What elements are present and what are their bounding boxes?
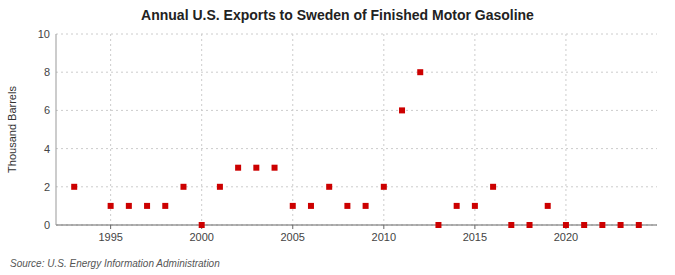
grid-line	[56, 34, 657, 35]
point	[199, 222, 205, 228]
title: Annual U.S. Exports to Sweden of Finishe…	[141, 7, 534, 23]
x-tick	[292, 225, 293, 229]
point	[144, 203, 150, 209]
point	[417, 69, 423, 75]
x-tick-label: 2020	[554, 231, 578, 243]
y-tick-label: 6	[44, 104, 50, 116]
y-tick-label: 8	[44, 66, 50, 78]
source-note: Source: U.S. Energy Information Administ…	[10, 258, 220, 269]
point	[126, 203, 132, 209]
y-tick-label: 0	[44, 219, 50, 231]
grid-line	[56, 72, 657, 73]
point	[399, 107, 405, 113]
point	[290, 203, 296, 209]
grid-line	[383, 34, 384, 225]
point	[363, 203, 369, 209]
y-tick-label: 4	[44, 143, 50, 155]
grid-line	[110, 34, 111, 225]
x-tick-label: 1995	[98, 231, 122, 243]
x-tick-label: 2005	[281, 231, 305, 243]
y-axis-label: Thousand Barrels	[6, 86, 18, 173]
grid-line	[201, 34, 202, 225]
grid-line	[56, 148, 657, 149]
point	[435, 222, 441, 228]
point	[454, 203, 460, 209]
grid-line	[56, 110, 657, 111]
point	[618, 222, 624, 228]
point	[472, 203, 478, 209]
point	[162, 203, 168, 209]
grid	[56, 34, 657, 225]
grid-line	[565, 34, 566, 225]
points	[71, 69, 642, 228]
point	[636, 222, 642, 228]
point	[563, 222, 569, 228]
x-tick-label: 2010	[372, 231, 396, 243]
point	[108, 203, 114, 209]
point	[490, 184, 496, 190]
x-tick	[383, 225, 384, 229]
point	[180, 184, 186, 190]
point	[381, 184, 387, 190]
point	[272, 165, 278, 171]
axes: 0 2 4 6 8 10 1995 2000 2005 2010 2015 2020	[38, 28, 657, 243]
x-tick	[110, 225, 111, 229]
y-tick-label: 2	[44, 181, 50, 193]
grid-line	[292, 34, 293, 225]
y-axis-line	[56, 34, 57, 225]
point	[545, 203, 551, 209]
point	[217, 184, 223, 190]
point	[527, 222, 533, 228]
point	[253, 165, 259, 171]
point	[308, 203, 314, 209]
point	[599, 222, 605, 228]
point	[235, 165, 241, 171]
point	[508, 222, 514, 228]
chart: 0 2 4 6 8 10 1995 2000 2005 2010 2015 2020 Annual U.…	[0, 0, 675, 275]
point	[581, 222, 587, 228]
x-tick-label: 2000	[189, 231, 213, 243]
y-tick-label: 10	[38, 28, 50, 40]
x-tick-label: 2015	[463, 231, 487, 243]
grid-line	[56, 186, 657, 187]
x-tick	[474, 225, 475, 229]
point	[344, 203, 350, 209]
point	[326, 184, 332, 190]
point	[71, 184, 77, 190]
grid-line	[474, 34, 475, 225]
